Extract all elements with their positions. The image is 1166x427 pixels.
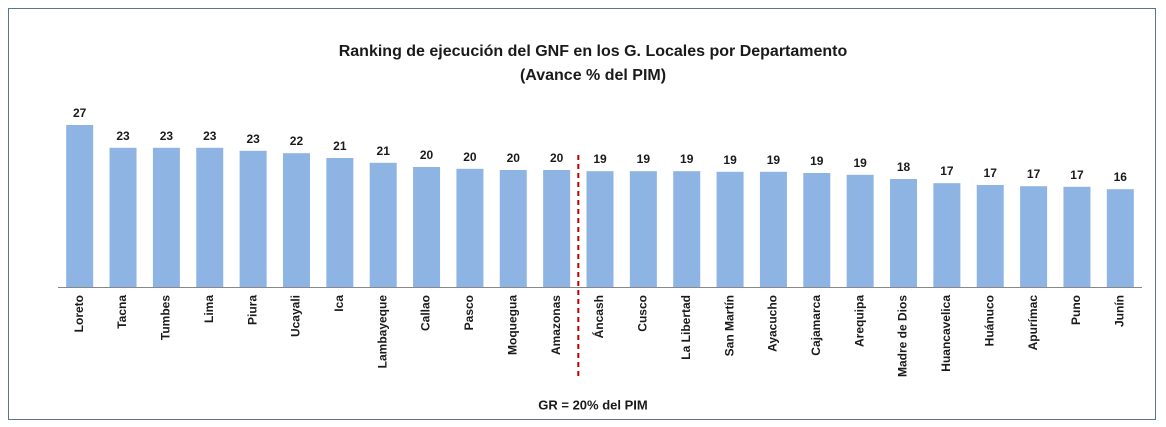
x-tick-label: Ucayali — [289, 295, 303, 337]
x-tick-label: Puno — [1069, 295, 1083, 325]
value-label: 19 — [637, 152, 651, 166]
value-label: 20 — [550, 151, 564, 165]
value-label: 21 — [333, 139, 347, 153]
bar — [586, 171, 614, 287]
value-label: 19 — [767, 153, 781, 167]
value-label: 20 — [463, 150, 477, 164]
value-label: 18 — [897, 160, 911, 174]
x-tick-label: Junín — [1112, 295, 1126, 327]
bar — [499, 170, 527, 287]
x-tick-label: Arequipa — [852, 295, 866, 347]
value-label: 17 — [984, 166, 998, 180]
x-tick-label: Huancavelica — [939, 295, 953, 372]
x-tick-label: Tacna — [115, 295, 129, 329]
x-tick-label: Pasco — [462, 295, 476, 330]
value-label: 22 — [290, 134, 304, 148]
value-label: 20 — [507, 151, 521, 165]
bar — [976, 185, 1004, 287]
x-tick-label: Apurímac — [1026, 295, 1040, 351]
bar — [1106, 189, 1134, 287]
x-tick-label: Áncash — [591, 295, 606, 338]
bar — [196, 147, 224, 287]
value-label: 17 — [1070, 168, 1084, 182]
x-tick-label: Callao — [419, 295, 433, 331]
bar — [803, 173, 831, 287]
value-label: 17 — [1027, 167, 1041, 181]
x-tick-label: Loreto — [72, 295, 86, 332]
bar — [629, 171, 657, 287]
x-tick-label: Cusco — [636, 295, 650, 332]
x-tick-label: Piura — [245, 295, 259, 325]
x-tick-label: Amazonas — [549, 295, 563, 355]
value-label: 23 — [246, 132, 260, 146]
value-label: 17 — [940, 164, 954, 178]
bar — [109, 147, 137, 287]
bar — [239, 150, 267, 287]
x-tick-label: Huánuco — [982, 295, 996, 346]
value-label: 23 — [203, 129, 217, 143]
value-label: 23 — [116, 129, 130, 143]
x-tick-label: Ica — [332, 295, 346, 312]
value-label: 27 — [73, 106, 87, 120]
bar — [66, 125, 94, 287]
bar — [716, 171, 744, 287]
x-tick-label: San Martín — [722, 295, 736, 356]
x-tick-label: Cajamarca — [809, 295, 823, 356]
bar — [282, 153, 310, 287]
x-tick-label: Tumbes — [159, 295, 173, 340]
bar — [413, 167, 441, 287]
bar — [890, 179, 918, 287]
value-label: 20 — [420, 148, 434, 162]
bar — [152, 147, 180, 287]
bar — [846, 174, 874, 287]
bar — [933, 183, 961, 287]
value-label: 16 — [1114, 170, 1128, 184]
x-tick-label: Lima — [202, 295, 216, 323]
value-label: 19 — [810, 154, 824, 168]
x-tick-label: La Libertad — [679, 295, 693, 360]
chart-subtitle: (Avance % del PIM) — [520, 67, 666, 84]
annotation: GR = 20% del PIM — [538, 397, 647, 412]
bar — [673, 171, 701, 287]
x-tick-label: Lambayeque — [375, 295, 389, 369]
bar — [326, 158, 354, 287]
value-label: 23 — [160, 129, 174, 143]
bar — [456, 168, 484, 287]
bar — [1020, 186, 1048, 287]
value-label: 19 — [680, 152, 694, 166]
x-tick-label: Ayacucho — [766, 295, 780, 352]
value-label: 21 — [377, 144, 391, 158]
value-label: 19 — [853, 156, 867, 170]
chart-title: Ranking de ejecución del GNF en los G. L… — [339, 43, 848, 60]
value-label: 19 — [723, 153, 737, 167]
x-tick-label: Moquegua — [505, 295, 519, 355]
bar — [759, 171, 787, 287]
bar — [543, 170, 571, 287]
bar — [1063, 186, 1091, 287]
x-tick-label: Madre de Dios — [896, 295, 910, 377]
value-label: 19 — [593, 152, 607, 166]
bar — [369, 162, 397, 287]
